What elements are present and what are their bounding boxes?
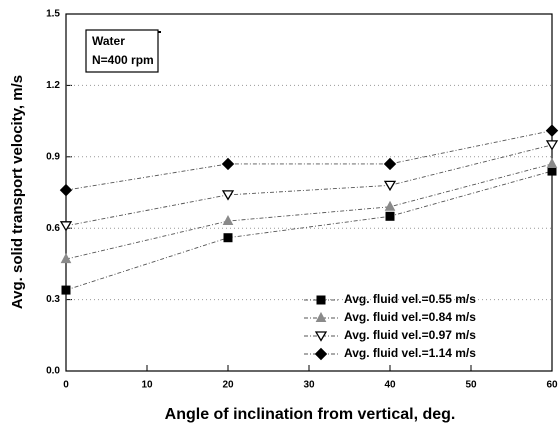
x-tick-label: 60 [546,380,558,391]
data-point [221,157,235,171]
annotation: Water [92,34,125,48]
data-point [223,233,233,243]
data-point [59,221,73,232]
data-point [545,140,559,151]
x-tick-label: 10 [141,380,153,391]
data-point [545,124,559,137]
y-tick-label: 0.9 [46,151,60,162]
data-point [222,214,234,226]
legend-marker [314,331,328,342]
y-tick-label: 1.2 [46,80,60,91]
data-point [383,180,397,192]
data-point [384,200,396,211]
legend-marker [316,295,326,305]
data-point [383,157,397,171]
legend-label: Avg. fluid vel.=0.84 m/s [344,310,476,324]
data-point [59,183,73,197]
legend-label: Avg. fluid vel.=0.55 m/s [344,292,476,306]
x-tick-label: 40 [384,380,396,391]
y-tick-label: 1.5 [46,9,60,20]
x-tick-label: 20 [222,380,234,391]
data-point [61,285,71,295]
x-tick-label: 30 [303,380,315,391]
data-point [385,211,395,221]
annotation-box [85,29,159,73]
x-axis-label: Angle of inclination from vertical, deg. [165,406,456,423]
legend-marker [315,311,327,322]
x-tick-label: 50 [465,380,477,391]
legend-marker [314,347,328,361]
y-tick-label: 0.3 [46,294,60,305]
legend-label: Avg. fluid vel.=0.97 m/s [344,328,476,342]
data-point [221,190,235,201]
y-axis-label: Avg. solid transport velocity, m/s [9,75,26,309]
series-line [65,130,553,191]
series-line [65,144,553,227]
x-tick-label: 0 [63,380,69,391]
legend-label: Avg. fluid vel.=1.14 m/s [344,346,476,360]
annotation: N=400 rpm [92,53,154,67]
series-line [65,163,553,260]
data-point [547,166,557,176]
y-tick-label: 0.6 [46,223,60,234]
data-point [60,253,72,264]
series-line [65,170,553,291]
data-point [546,157,558,168]
y-tick-label: 0.0 [46,366,60,377]
